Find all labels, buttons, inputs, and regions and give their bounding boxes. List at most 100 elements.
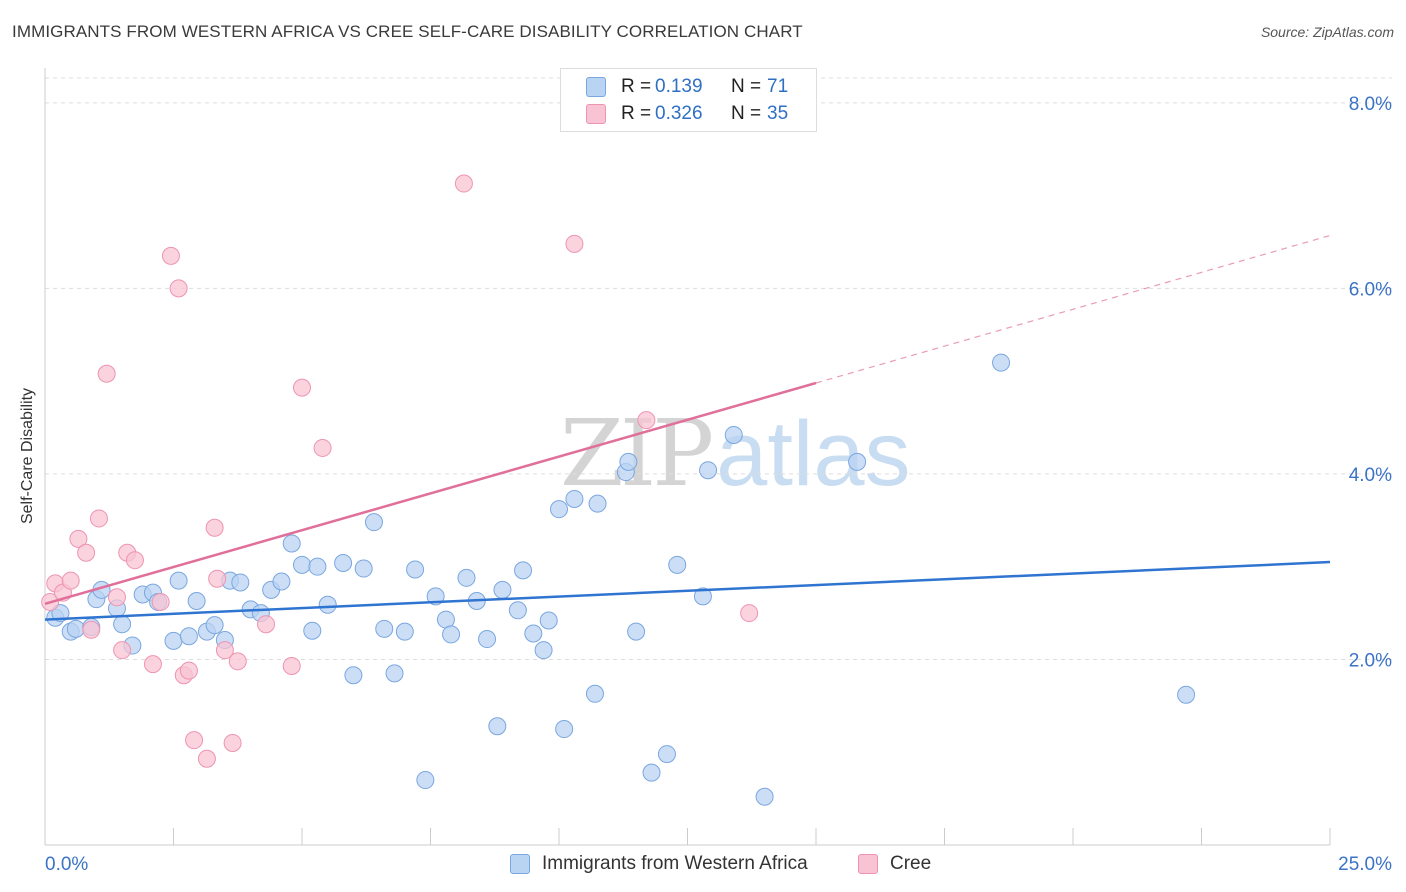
cree-point bbox=[69, 529, 88, 548]
cree-point bbox=[169, 279, 188, 298]
r-label: R = bbox=[621, 103, 652, 124]
cree-point bbox=[257, 615, 276, 634]
cree-point bbox=[77, 543, 96, 562]
blue-swatch bbox=[586, 77, 606, 97]
western-africa-point bbox=[272, 572, 291, 591]
western-africa-point bbox=[724, 425, 743, 444]
western-africa-point bbox=[344, 666, 363, 685]
cree-trend-line bbox=[44, 381, 817, 605]
western-africa-point bbox=[848, 452, 867, 471]
western-africa-point bbox=[488, 717, 507, 736]
western-africa-point bbox=[179, 627, 198, 646]
western-africa-point bbox=[303, 621, 322, 640]
cree-point bbox=[113, 641, 132, 660]
western-africa-point bbox=[187, 592, 206, 611]
western-africa-point bbox=[619, 452, 638, 471]
western-africa-point bbox=[524, 624, 543, 643]
western-africa-point bbox=[66, 619, 85, 638]
legend-label: Immigrants from Western Africa bbox=[542, 853, 808, 874]
western-africa-point bbox=[442, 625, 461, 644]
n-value: 71 bbox=[767, 76, 789, 97]
n-value: 35 bbox=[767, 103, 789, 124]
western-africa-point bbox=[1177, 685, 1196, 704]
cree-point bbox=[61, 571, 80, 590]
western-africa-point bbox=[493, 580, 512, 599]
western-africa-point bbox=[293, 555, 311, 574]
pink-swatch bbox=[586, 104, 606, 124]
cree-point bbox=[197, 749, 216, 768]
cree-point bbox=[293, 378, 311, 397]
western-africa-point bbox=[231, 573, 250, 592]
legend-item-western-africa: Immigrants from Western Africa bbox=[510, 852, 808, 876]
western-africa-point bbox=[992, 353, 1011, 372]
cree-point bbox=[143, 655, 162, 674]
watermark-zip: ZIP bbox=[560, 400, 714, 507]
western-africa-point bbox=[51, 604, 70, 623]
western-africa-point bbox=[508, 601, 527, 620]
western-africa-point bbox=[514, 561, 533, 580]
chart-title: IMMIGRANTS FROM WESTERN AFRICA VS CREE S… bbox=[12, 22, 803, 41]
western-africa-point bbox=[693, 587, 712, 606]
x-tick-label: 0.0% bbox=[45, 854, 88, 875]
r-value: 0.139 bbox=[655, 76, 703, 97]
r-label: R = bbox=[621, 76, 652, 97]
western-africa-point bbox=[657, 745, 676, 764]
n-label: N = bbox=[731, 103, 762, 124]
cree-point bbox=[151, 592, 170, 611]
y-tick-label: 4.0% bbox=[1349, 465, 1392, 486]
western-africa-point bbox=[642, 763, 661, 782]
cree-point bbox=[97, 364, 116, 383]
cree-trend-extension bbox=[815, 234, 1331, 384]
legend-item-cree: Cree bbox=[858, 852, 931, 876]
western-africa-point bbox=[539, 611, 558, 630]
cree-point bbox=[208, 569, 227, 588]
cree-point bbox=[161, 246, 180, 265]
correlation-stats-box: R = 0.139 N = 71 R = 0.326 N = 35 bbox=[560, 68, 817, 132]
cree-point bbox=[228, 652, 247, 671]
western-africa-point bbox=[385, 664, 404, 683]
western-africa-point bbox=[585, 684, 604, 703]
cree-point bbox=[185, 731, 204, 750]
cree-point bbox=[565, 234, 584, 253]
legend-blue-swatch bbox=[510, 854, 530, 874]
western-africa-point bbox=[169, 571, 188, 590]
x-tick-label: 25.0% bbox=[1338, 854, 1392, 875]
western-africa-point bbox=[364, 513, 383, 532]
western-africa-point bbox=[565, 489, 584, 508]
y-tick-label: 6.0% bbox=[1349, 279, 1392, 300]
western-africa-point bbox=[164, 631, 183, 650]
western-africa-point bbox=[416, 771, 435, 790]
zipatlas-watermark: ZIPatlas bbox=[560, 400, 911, 507]
y-tick-label: 2.0% bbox=[1349, 650, 1392, 671]
western-africa-point bbox=[395, 622, 414, 641]
cree-point bbox=[205, 518, 224, 537]
cree-point bbox=[125, 551, 144, 570]
western-africa-point bbox=[205, 616, 224, 635]
western-africa-point bbox=[588, 494, 607, 513]
western-africa-point bbox=[627, 622, 646, 641]
western-africa-point bbox=[334, 553, 353, 572]
western-africa-point bbox=[113, 615, 132, 634]
western-africa-point bbox=[668, 555, 687, 574]
cree-point bbox=[215, 641, 234, 660]
watermark-atlas: atlas bbox=[716, 403, 911, 505]
western-africa-point bbox=[318, 595, 337, 614]
western-africa-point bbox=[282, 534, 301, 553]
n-label: N = bbox=[731, 76, 762, 97]
cree-point bbox=[179, 661, 198, 680]
legend-pink-swatch bbox=[858, 854, 878, 874]
western-africa-point bbox=[354, 559, 373, 578]
western-africa-point bbox=[478, 630, 497, 649]
source-credit: Source: ZipAtlas.com bbox=[1260, 24, 1394, 40]
western-africa-point bbox=[534, 641, 553, 660]
cree-point bbox=[282, 656, 301, 675]
cree-point bbox=[107, 588, 126, 607]
western-africa-point bbox=[457, 568, 476, 587]
cree-point bbox=[89, 509, 108, 528]
western-africa-trend-line bbox=[44, 560, 1331, 621]
western-africa-point bbox=[308, 557, 327, 576]
legend-label: Cree bbox=[890, 853, 932, 874]
cree-point bbox=[223, 733, 242, 752]
western-africa-point bbox=[406, 560, 425, 579]
